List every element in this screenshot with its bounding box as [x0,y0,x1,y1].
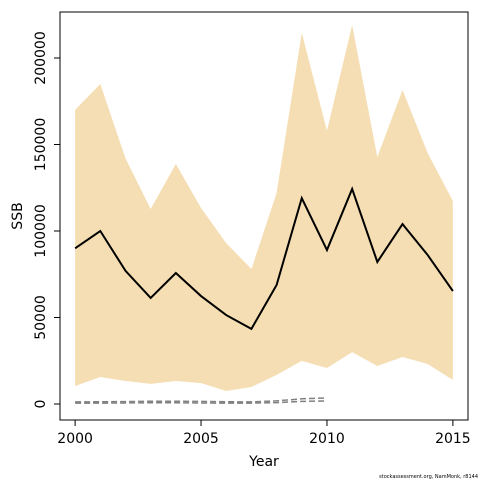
dashed-line [75,400,327,404]
dashed-line [75,397,327,403]
y-tick-label: 200000 [33,31,49,84]
x-axis-label: Year [248,454,279,470]
y-tick-label: 100000 [33,204,49,257]
x-tick-label: 2000 [57,431,93,447]
x-tick-label: 2005 [183,431,219,447]
x-tick-label: 2015 [435,431,471,447]
ssb-line [74,186,454,331]
footer: stockassessment.org, NamMonk, r8144 [379,474,478,480]
y-tick-label: 50000 [33,295,49,340]
y-tick-label: 0 [33,400,49,409]
confidence-band [75,25,453,392]
y-axis-label: SSB [10,202,26,229]
y-tick-label: 150000 [33,118,49,171]
plot-frame [59,11,469,421]
x-tick-label: 2010 [309,431,345,447]
